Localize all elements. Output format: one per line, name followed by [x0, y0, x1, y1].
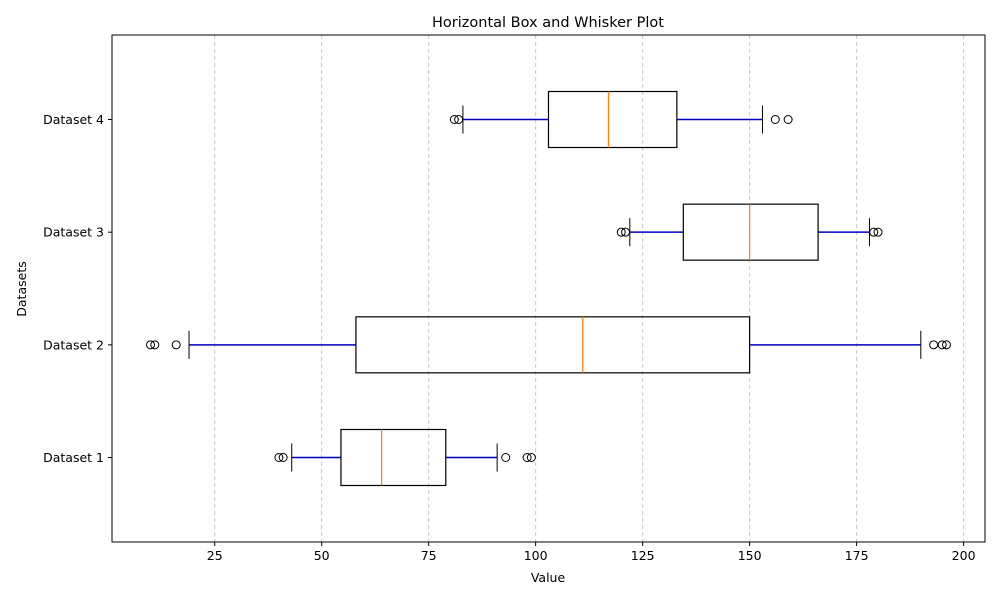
outlier-point: [171, 340, 181, 350]
x-tick-label: 175: [845, 548, 869, 563]
x-tick-label: 25: [207, 548, 223, 563]
tick-layer: 25 50 75 100 125 150 175 200 Dataset 1 Dataset 2 D…: [43, 112, 975, 563]
x-tick-label: 100: [524, 548, 548, 563]
outlier-point: [869, 227, 879, 237]
y-tick-label: Dataset 1: [43, 450, 104, 465]
outlier-point: [522, 453, 532, 462]
outlier-point: [454, 115, 464, 124]
y-tick-label: Dataset 3: [43, 225, 104, 240]
outlier-point: [621, 227, 631, 237]
outlier-point: [770, 115, 780, 124]
x-tick-label: 50: [314, 548, 330, 563]
outlier-point: [449, 115, 459, 124]
iqr-box: [682, 203, 819, 261]
iqr-box: [547, 90, 678, 149]
outlier-point: [274, 453, 284, 462]
chart-title: Horizontal Box and Whisker Plot: [432, 15, 664, 31]
y-axis-label: Datasets: [14, 261, 29, 316]
outlier-point: [937, 340, 947, 350]
x-tick-label: 125: [631, 548, 655, 563]
x-tick-label: 75: [421, 548, 437, 563]
box-layer: [146, 90, 951, 487]
outlier-point: [150, 340, 160, 350]
x-tick-label: 150: [738, 548, 762, 563]
iqr-box: [340, 428, 447, 487]
outlier-point: [929, 340, 939, 350]
outlier-point: [278, 453, 288, 462]
y-tick-label: Dataset 2: [43, 337, 104, 352]
outlier-point: [616, 227, 626, 237]
x-axis-label: Value: [531, 570, 566, 585]
y-tick-label: Dataset 4: [43, 112, 104, 127]
plot-area-frame: [111, 34, 986, 543]
outlier-point: [146, 340, 156, 350]
iqr-box: [355, 316, 751, 374]
outlier-point: [873, 227, 883, 237]
outlier-point: [941, 340, 951, 350]
outlier-point: [526, 453, 536, 462]
outlier-point: [501, 453, 511, 462]
x-tick-label: 200: [952, 548, 976, 563]
grid-layer: [214, 35, 965, 542]
outlier-point: [783, 115, 793, 124]
